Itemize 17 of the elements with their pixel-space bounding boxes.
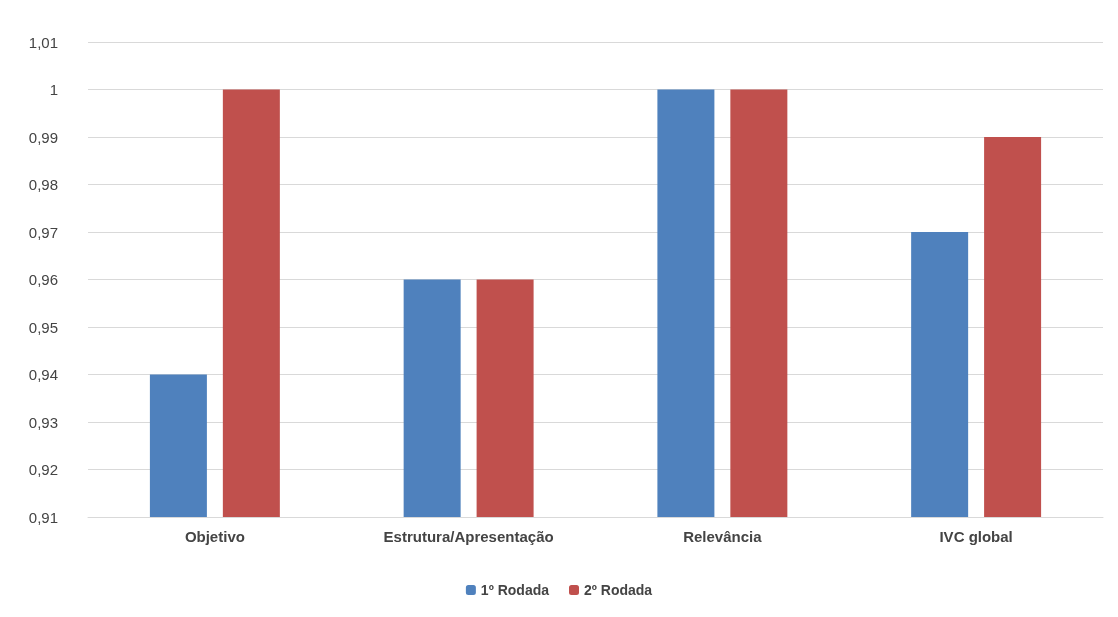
- x-tick-label: Relevância: [683, 528, 763, 545]
- x-tick-label: Estrutura/Apresentação: [383, 528, 554, 545]
- y-tick-label: 0,98: [28, 176, 58, 193]
- legend-label: 2º Rodada: [584, 582, 653, 598]
- y-tick-label: 0,91: [28, 508, 58, 526]
- y-tick-label: 0,95: [28, 318, 58, 336]
- y-tick-label: 0,99: [28, 128, 58, 146]
- x-tick-label: IVC global: [939, 528, 1013, 545]
- y-tick-label: 0,92: [28, 461, 58, 478]
- legend-label: 1º Rodada: [480, 582, 550, 598]
- y-tick-label: 0,93: [28, 413, 58, 431]
- y-tick-label: 0,96: [28, 271, 58, 288]
- x-tick-label: Objetivo: [184, 528, 245, 545]
- y-tick-label: 1: [49, 81, 58, 98]
- y-tick-label: 0,94: [28, 366, 58, 383]
- y-tick-label: 0,97: [28, 223, 58, 241]
- y-tick-label: 1,01: [28, 33, 58, 51]
